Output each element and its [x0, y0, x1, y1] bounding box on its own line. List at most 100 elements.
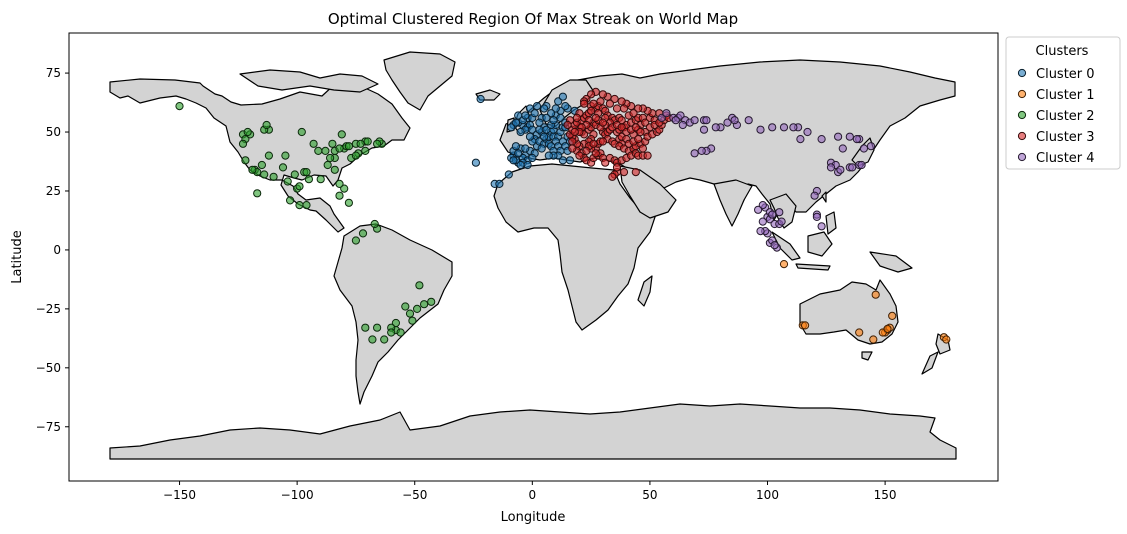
data-point: [601, 158, 610, 167]
data-point: [634, 104, 643, 113]
landmass-philippines: [825, 211, 837, 235]
data-point: [530, 109, 539, 118]
data-point: [495, 179, 504, 188]
data-point: [570, 127, 579, 137]
data-point: [631, 168, 640, 177]
data-point: [335, 191, 344, 200]
data-point: [542, 113, 551, 123]
data-point: [641, 118, 650, 127]
data-point: [380, 335, 389, 344]
data-point: [309, 139, 318, 148]
data-point: [768, 210, 777, 219]
data-point: [525, 104, 535, 113]
data-point: [631, 123, 640, 132]
data-point: [617, 97, 626, 106]
data-point: [283, 177, 292, 186]
data-point: [509, 156, 518, 165]
data-point: [516, 160, 525, 170]
x-tick-label: 100: [756, 488, 779, 502]
data-point: [281, 151, 290, 160]
landmass-madagascar: [637, 275, 653, 307]
data-point: [817, 222, 826, 231]
data-point: [690, 116, 699, 125]
landmass-india: [713, 179, 753, 227]
data-point: [845, 132, 854, 141]
data-point: [335, 179, 344, 188]
data-point: [471, 158, 480, 167]
legend-marker: [1017, 89, 1027, 99]
data-point: [619, 104, 629, 113]
data-point: [817, 135, 826, 144]
data-point: [321, 146, 330, 155]
data-point: [532, 102, 542, 111]
data-point: [373, 323, 382, 332]
data-point: [363, 137, 372, 146]
data-point: [427, 297, 436, 306]
data-point: [326, 153, 335, 163]
data-point: [676, 111, 685, 120]
data-point: [758, 201, 767, 210]
data-point: [942, 335, 951, 344]
y-axis-title: Latitude: [10, 230, 25, 284]
series-3: [563, 87, 673, 181]
data-point: [241, 156, 250, 165]
data-point: [316, 175, 325, 184]
data-point: [575, 151, 584, 160]
data-point: [612, 163, 622, 172]
data-point: [558, 156, 568, 165]
data-point: [361, 146, 370, 155]
data-point: [617, 123, 626, 132]
data-point: [591, 113, 600, 123]
data-point: [561, 102, 570, 111]
data-point: [351, 236, 360, 245]
data-point: [678, 120, 687, 130]
data-point: [629, 109, 638, 118]
data-point: [295, 201, 304, 210]
data-point: [605, 99, 615, 108]
landmass-arctic-islands: [239, 69, 379, 93]
data-point: [337, 130, 346, 139]
data-point: [758, 217, 767, 226]
data-point: [711, 123, 720, 132]
data-point: [260, 170, 269, 179]
data-point: [662, 109, 671, 118]
data-point: [610, 94, 619, 104]
data-point: [415, 281, 424, 290]
data-point: [544, 151, 553, 160]
data-point: [848, 163, 857, 172]
data-point: [568, 144, 577, 153]
data-point: [253, 189, 262, 198]
series-1: [779, 260, 951, 344]
data-point: [373, 139, 382, 148]
data-point: [589, 139, 598, 148]
data-point: [476, 94, 485, 104]
data-point: [826, 163, 836, 172]
data-point: [810, 191, 819, 200]
data-point: [551, 104, 560, 113]
data-point: [777, 217, 786, 226]
data-point: [702, 116, 711, 125]
data-point: [855, 328, 864, 337]
data-point: [525, 132, 535, 141]
data-point: [558, 92, 568, 101]
data-point: [391, 318, 400, 328]
data-point: [779, 260, 789, 269]
landmass-antarctica: [109, 403, 957, 460]
x-axis-title: Longitude: [501, 510, 566, 525]
data-point: [420, 300, 429, 309]
data-point: [344, 198, 353, 207]
data-point: [387, 328, 396, 337]
x-tick-label: 0: [529, 488, 537, 502]
data-point: [756, 227, 765, 236]
data-point: [549, 116, 558, 125]
y-tick-label: −25: [36, 302, 61, 316]
landmass-new-zealand-south: [921, 351, 939, 375]
landmass-south-america: [333, 223, 453, 405]
data-point: [175, 102, 184, 111]
legend-label: Cluster 3: [1036, 130, 1095, 145]
data-point: [521, 111, 530, 120]
data-point: [568, 137, 577, 146]
data-point: [801, 321, 810, 330]
